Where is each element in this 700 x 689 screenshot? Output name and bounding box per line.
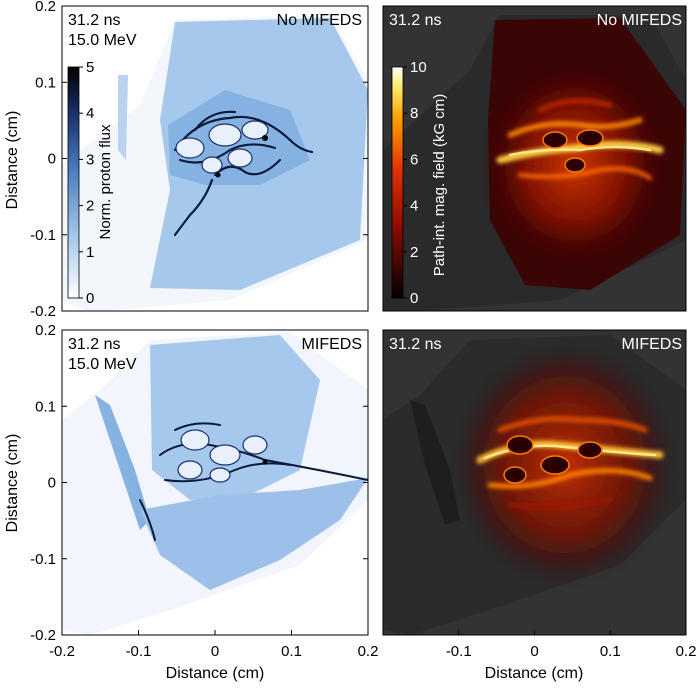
panel-top-left: 31.2 ns 15.0 MeV No MIFEDS 0 1 2 3 4 5 Norm. … — [4, 0, 369, 320]
colorbar-tick-label: 3 — [86, 151, 94, 168]
colorbar-tick-label: 6 — [410, 151, 418, 168]
colorbar-tick-label: 8 — [410, 105, 418, 122]
colorbar-label: Norm. proton flux — [97, 124, 114, 240]
x-tick-label: -0.2 — [49, 643, 75, 660]
y-tick-label: 0.2 — [35, 0, 56, 15]
time-label: 31.2 ns — [389, 12, 441, 29]
y-ticks: 0.2 0.1 0 -0.1 -0.2 — [30, 322, 368, 644]
x-ticks: -0.2 -0.1 0 0.1 0.2 — [49, 630, 378, 660]
colorbar-tick-label: 2 — [410, 244, 418, 261]
energy-label: 15.0 MeV — [68, 32, 137, 49]
x-tick-label: 0.1 — [281, 643, 302, 660]
y-axis-label: Distance (cm) — [4, 111, 21, 210]
x-tick-label: 0.2 — [676, 643, 697, 660]
y-ticks: 0.2 0.1 0 -0.1 -0.2 — [30, 0, 368, 320]
field-image — [383, 335, 686, 635]
panel-top-right: 31.2 ns No MIFEDS 0 2 4 6 8 10 Path-int. mag.… — [382, 5, 687, 312]
y-tick-label: -0.2 — [30, 627, 56, 644]
y-axis-label: Distance (cm) — [4, 434, 21, 533]
colorbar-scale — [67, 66, 80, 299]
flux-image — [62, 15, 368, 311]
time-label: 31.2 ns — [68, 12, 120, 29]
case-label: No MIFEDS — [277, 12, 362, 29]
y-tick-label: -0.1 — [30, 227, 56, 244]
plot-frame — [382, 5, 687, 312]
field-image — [383, 15, 686, 311]
x-tick-label: -0.1 — [446, 643, 472, 660]
x-axis-label: Distance (cm) — [166, 665, 265, 682]
x-axis-label: Distance (cm) — [485, 665, 584, 682]
x-tick-label: 0 — [530, 643, 538, 660]
x-tick-label: 0.2 — [358, 643, 379, 660]
colorbar — [391, 66, 404, 299]
panel-bottom-right: 31.2 ns MIFEDS -0.1 0 0.1 0.2 Distance (cm) — [382, 329, 697, 682]
x-tick-label: 0.1 — [600, 643, 621, 660]
time-label: 31.2 ns — [389, 336, 441, 353]
colorbar-tick-label: 4 — [86, 105, 94, 122]
colorbar-ticks: 0 2 4 6 8 10 — [403, 59, 427, 307]
colorbar — [67, 66, 80, 299]
colorbar-tick-label: 4 — [410, 198, 418, 215]
colorbar-tick-label: 5 — [86, 59, 94, 76]
y-tick-label: -0.2 — [30, 303, 56, 320]
colorbar-tick-label: 0 — [86, 290, 94, 307]
colorbar-scale — [391, 66, 404, 299]
case-label: No MIFEDS — [597, 12, 682, 29]
y-tick-label: 0.2 — [35, 322, 56, 339]
y-tick-label: 0 — [48, 475, 56, 492]
x-ticks: -0.1 0 0.1 0.2 — [446, 630, 697, 660]
y-tick-label: -0.1 — [30, 551, 56, 568]
panel-bottom-left: 31.2 ns 15.0 MeV MIFEDS 0.20.10-0.1-0.2 … — [4, 322, 378, 682]
x-tick-label: -0.1 — [126, 643, 152, 660]
x-tick-label: 0 — [211, 643, 219, 660]
y-tick-label: 0.1 — [35, 74, 56, 91]
colorbar-tick-label: 0 — [410, 290, 418, 307]
colorbar-tick-label: 10 — [410, 59, 427, 76]
case-label: MIFEDS — [302, 336, 362, 353]
colorbar-ticks: 0 1 2 3 4 5 — [79, 59, 94, 307]
flux-image — [62, 332, 368, 635]
colorbar-tick-label: 1 — [86, 244, 94, 261]
y-tick-label: 0.1 — [35, 398, 56, 415]
case-label: MIFEDS — [622, 336, 682, 353]
time-label: 31.2 ns — [68, 336, 120, 353]
y-tick-label: 0 — [48, 151, 56, 168]
energy-label: 15.0 MeV — [68, 356, 137, 373]
colorbar-tick-label: 2 — [86, 198, 94, 215]
colorbar-label: Path-int. mag. field (kG cm) — [431, 94, 448, 277]
